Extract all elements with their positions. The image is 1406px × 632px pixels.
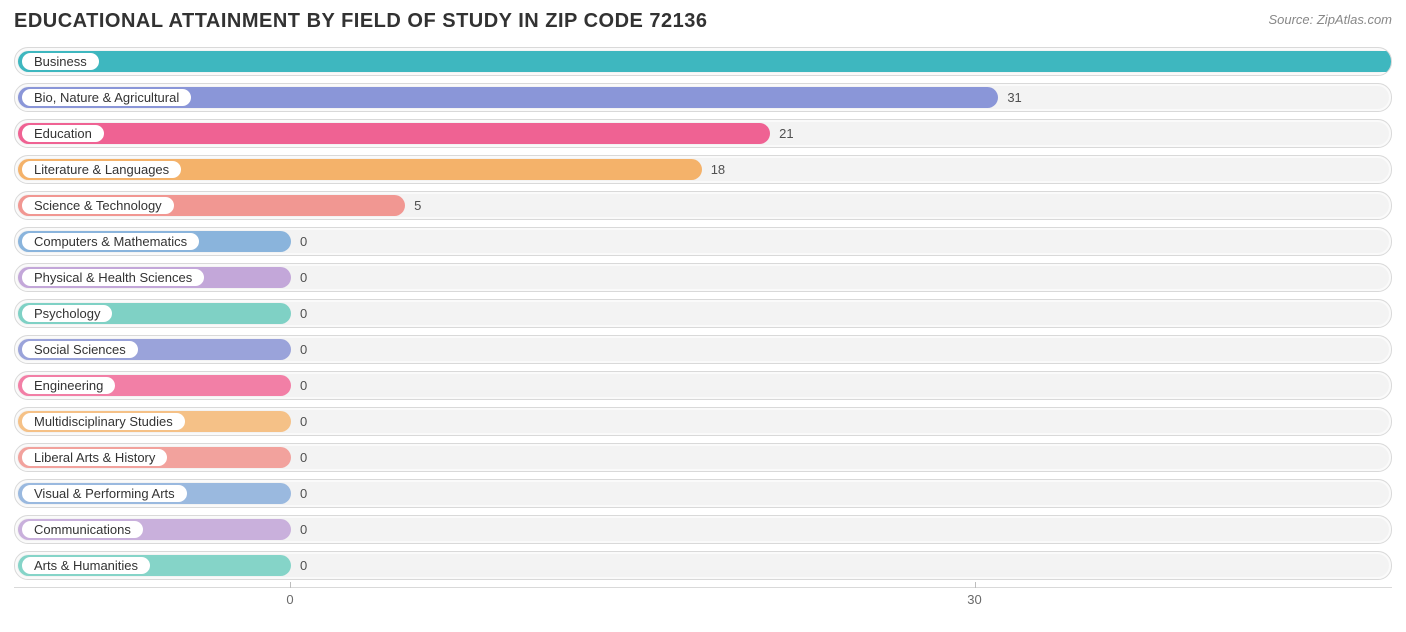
bar-row: Literature & Languages 18 — [14, 155, 1392, 184]
bar-label: Arts & Humanities — [34, 558, 138, 573]
bar-row: Psychology 0 — [14, 299, 1392, 328]
bar-label: Engineering — [34, 378, 103, 393]
bar-label: Literature & Languages — [34, 162, 169, 177]
bar-row: Physical & Health Sciences 0 — [14, 263, 1392, 292]
bar-value: 0 — [300, 408, 307, 435]
chart-title: EDUCATIONAL ATTAINMENT BY FIELD OF STUDY… — [14, 10, 708, 33]
chart-source: Source: ZipAtlas.com — [1268, 12, 1392, 27]
bar-label-pill: Science & Technology — [21, 196, 175, 215]
bar-value: 18 — [711, 156, 725, 183]
bar-label: Multidisciplinary Studies — [34, 414, 173, 429]
bar-label-pill: Education — [21, 124, 105, 143]
bar-label: Education — [34, 126, 92, 141]
bar-label: Communications — [34, 522, 131, 537]
bar-row: Liberal Arts & History 0 — [14, 443, 1392, 472]
bar-label-pill: Psychology — [21, 304, 113, 323]
x-tick-label: 30 — [967, 592, 981, 607]
bar-label: Physical & Health Sciences — [34, 270, 192, 285]
bar-value: 31 — [1007, 84, 1021, 111]
bar-label-pill: Arts & Humanities — [21, 556, 151, 575]
bar-value: 21 — [779, 120, 793, 147]
bar-label-pill: Bio, Nature & Agricultural — [21, 88, 192, 107]
bar-value: 0 — [300, 372, 307, 399]
chart-area: Business58 Bio, Nature & Agricultural 31 Ed… — [14, 47, 1392, 617]
bar-value: 0 — [300, 300, 307, 327]
bar-label: Computers & Mathematics — [34, 234, 187, 249]
bar-label: Bio, Nature & Agricultural — [34, 90, 179, 105]
bar-row: Business58 — [14, 47, 1392, 76]
bar-value: 0 — [300, 552, 307, 579]
x-tick — [290, 582, 291, 588]
bar-label: Visual & Performing Arts — [34, 486, 175, 501]
bar-row: Arts & Humanities 0 — [14, 551, 1392, 580]
bar-label-pill: Multidisciplinary Studies — [21, 412, 186, 431]
bar-label-pill: Communications — [21, 520, 144, 539]
bar-value: 0 — [300, 444, 307, 471]
bar-value: 0 — [300, 264, 307, 291]
bar-row: Computers & Mathematics 0 — [14, 227, 1392, 256]
bar-label-pill: Business — [21, 52, 100, 71]
bar-fill — [18, 123, 770, 144]
bar-label: Business — [34, 54, 87, 69]
bar-label: Science & Technology — [34, 198, 162, 213]
bar-label: Psychology — [34, 306, 100, 321]
bar-label-pill: Literature & Languages — [21, 160, 182, 179]
bar-label-pill: Liberal Arts & History — [21, 448, 168, 467]
bar-row: Science & Technology 5 — [14, 191, 1392, 220]
bar-value: 5 — [414, 192, 421, 219]
bar-row: Engineering 0 — [14, 371, 1392, 400]
bar-label-pill: Social Sciences — [21, 340, 139, 359]
bar-label: Liberal Arts & History — [34, 450, 155, 465]
x-tick-label: 0 — [286, 592, 293, 607]
bar-row: Visual & Performing Arts 0 — [14, 479, 1392, 508]
chart-header: EDUCATIONAL ATTAINMENT BY FIELD OF STUDY… — [14, 10, 1392, 33]
bar-label-pill: Computers & Mathematics — [21, 232, 200, 251]
x-tick — [975, 582, 976, 588]
bar-label-pill: Engineering — [21, 376, 116, 395]
bar-fill — [18, 51, 1392, 72]
bar-row: Communications 0 — [14, 515, 1392, 544]
bar-chart: Business58 Bio, Nature & Agricultural 31 Ed… — [14, 47, 1392, 580]
bar-label-pill: Physical & Health Sciences — [21, 268, 205, 287]
x-axis: 03060 — [14, 587, 1392, 617]
bar-row: Multidisciplinary Studies 0 — [14, 407, 1392, 436]
bar-row: Bio, Nature & Agricultural 31 — [14, 83, 1392, 112]
bar-value: 0 — [300, 336, 307, 363]
bar-value: 0 — [300, 516, 307, 543]
bar-row: Education 21 — [14, 119, 1392, 148]
bar-value: 0 — [300, 480, 307, 507]
bar-row: Social Sciences 0 — [14, 335, 1392, 364]
bar-label-pill: Visual & Performing Arts — [21, 484, 188, 503]
bar-label: Social Sciences — [34, 342, 126, 357]
bar-value: 0 — [300, 228, 307, 255]
